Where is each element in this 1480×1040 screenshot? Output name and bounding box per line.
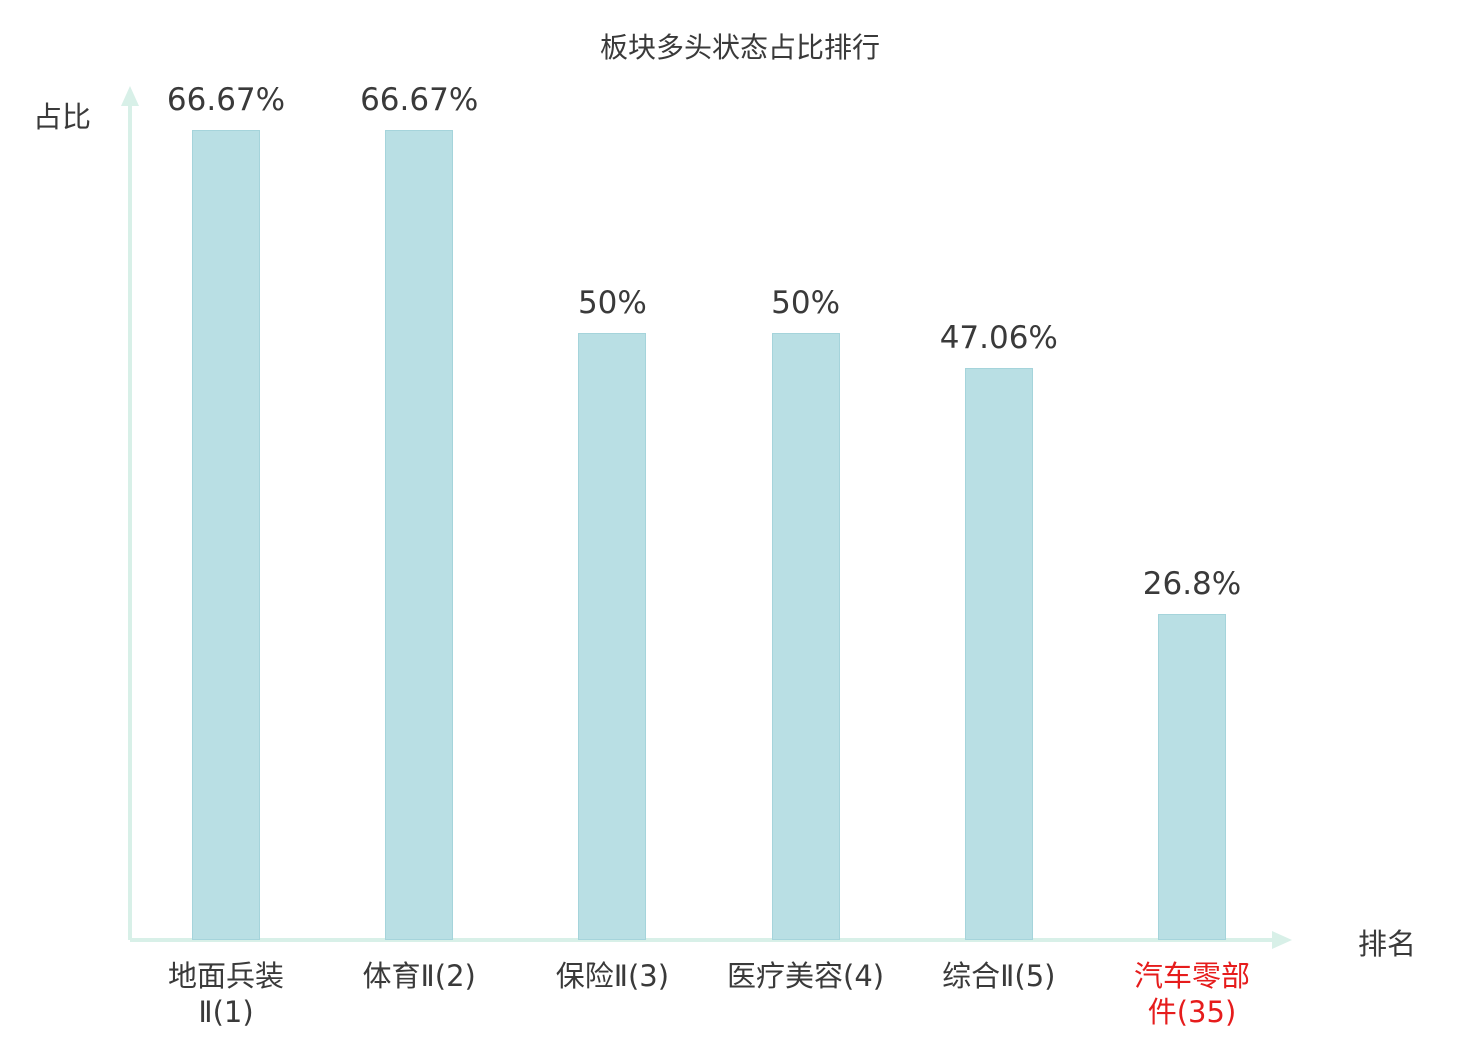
bar: [771, 332, 840, 940]
bar-value-label: 66.67%: [360, 81, 479, 118]
bar-category-label: 地面兵装 Ⅱ(1): [167, 959, 284, 1030]
bar-category-label: 综合Ⅱ(5): [942, 959, 1056, 993]
bar: [385, 129, 454, 940]
bar-category-label: 保险Ⅱ(3): [555, 959, 670, 993]
bar: [964, 368, 1033, 940]
y-axis-label: 占比: [33, 100, 92, 134]
bar: [1158, 614, 1226, 940]
bar-value-label: 47.06%: [939, 320, 1058, 357]
bar: [192, 129, 260, 940]
x-axis-arrow-icon: [1272, 931, 1292, 949]
bar-value-label: 50%: [771, 284, 841, 321]
bar-category-label: 汽车零部 件(35): [1133, 959, 1250, 1030]
bar-value-label: 26.8%: [1142, 566, 1242, 603]
chart-title: 板块多头状态占比排行: [599, 31, 880, 64]
bar-value-label: 50%: [577, 284, 647, 321]
bar-category-label: 体育Ⅱ(2): [362, 959, 476, 993]
bar-value-label: 66.67%: [166, 81, 286, 118]
x-axis-label: 排名: [1358, 927, 1417, 961]
bar: [578, 332, 647, 940]
bar-category-label: 医疗美容(4): [727, 959, 885, 993]
